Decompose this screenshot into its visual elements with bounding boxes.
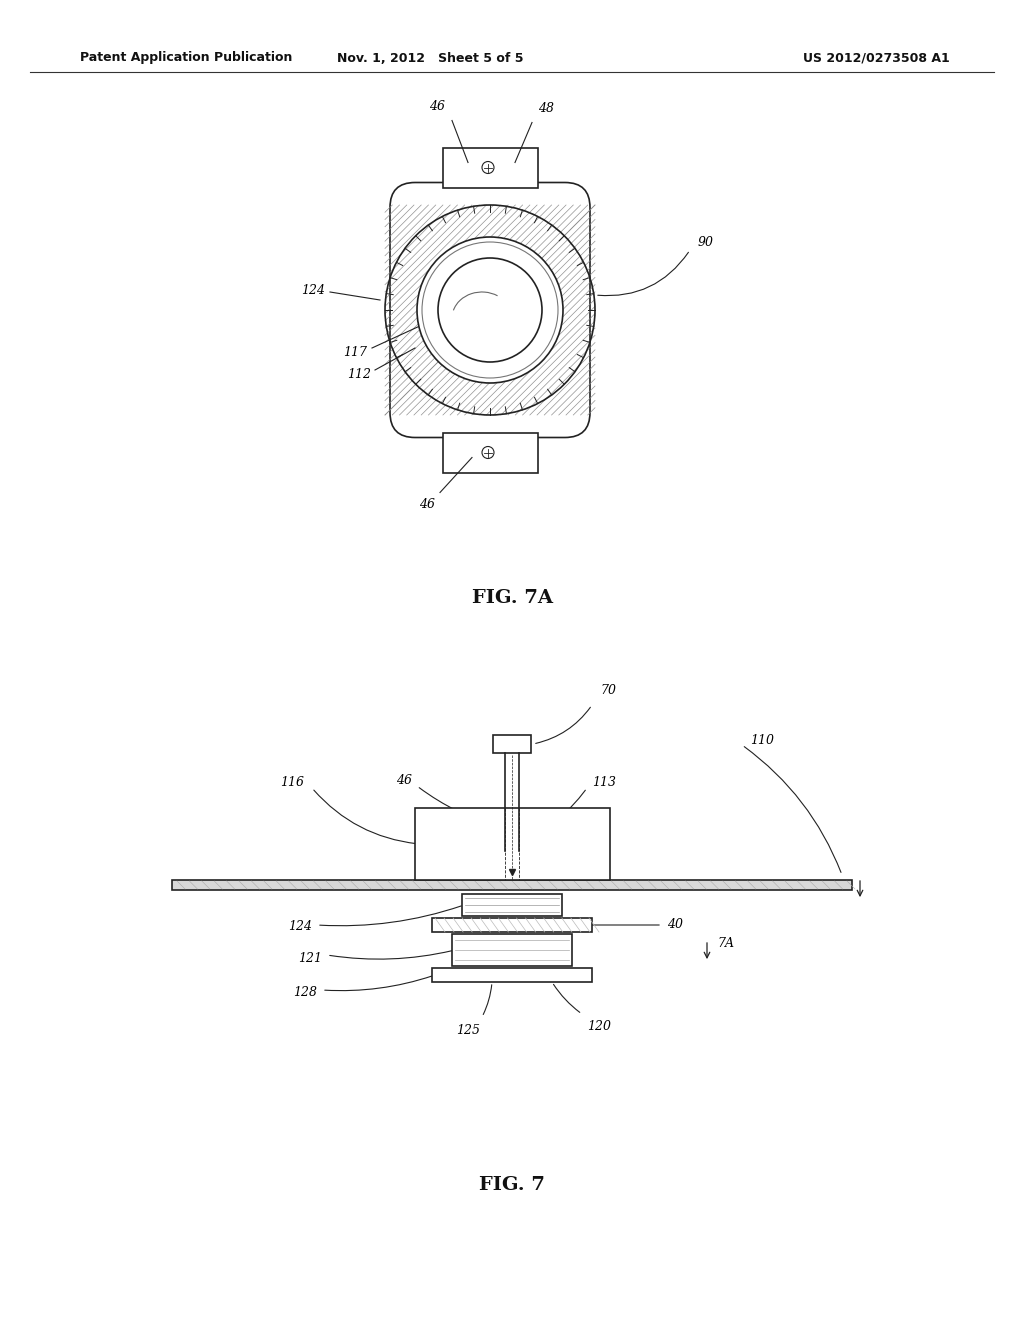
Text: 113: 113 [592, 776, 616, 788]
Text: 46: 46 [429, 99, 445, 112]
Text: 48: 48 [538, 102, 554, 115]
Text: 112: 112 [347, 367, 371, 380]
Text: 46: 46 [419, 498, 435, 511]
Circle shape [438, 257, 542, 362]
Text: 116: 116 [280, 776, 304, 789]
Bar [442, 433, 538, 473]
Text: FIG. 7A: FIG. 7A [471, 589, 553, 607]
Text: 120: 120 [587, 1020, 611, 1034]
Text: 90: 90 [698, 235, 714, 248]
Circle shape [417, 238, 563, 383]
Text: 128: 128 [293, 986, 317, 999]
Text: 46: 46 [396, 774, 412, 787]
Text: 124: 124 [301, 284, 325, 297]
Text: Nov. 1, 2012   Sheet 5 of 5: Nov. 1, 2012 Sheet 5 of 5 [337, 51, 523, 65]
Bar [415, 808, 609, 880]
Text: 7A: 7A [717, 937, 734, 950]
Bar [432, 968, 592, 982]
Text: 125: 125 [456, 1024, 480, 1038]
Circle shape [482, 161, 494, 173]
Text: 110: 110 [750, 734, 774, 747]
Bar [432, 917, 592, 932]
Bar [452, 935, 572, 966]
Text: 70: 70 [600, 684, 616, 697]
Text: 124: 124 [288, 920, 312, 933]
Bar [442, 148, 538, 187]
Bar [462, 894, 562, 916]
Text: 40: 40 [667, 919, 683, 932]
Text: FIG. 7: FIG. 7 [479, 1176, 545, 1195]
Text: 117: 117 [343, 346, 367, 359]
Bar [493, 735, 531, 752]
Bar [172, 880, 852, 890]
Text: US 2012/0273508 A1: US 2012/0273508 A1 [803, 51, 950, 65]
Circle shape [482, 446, 494, 458]
Text: 121: 121 [298, 952, 322, 965]
FancyBboxPatch shape [390, 182, 590, 437]
Text: Patent Application Publication: Patent Application Publication [80, 51, 293, 65]
Circle shape [417, 238, 563, 383]
